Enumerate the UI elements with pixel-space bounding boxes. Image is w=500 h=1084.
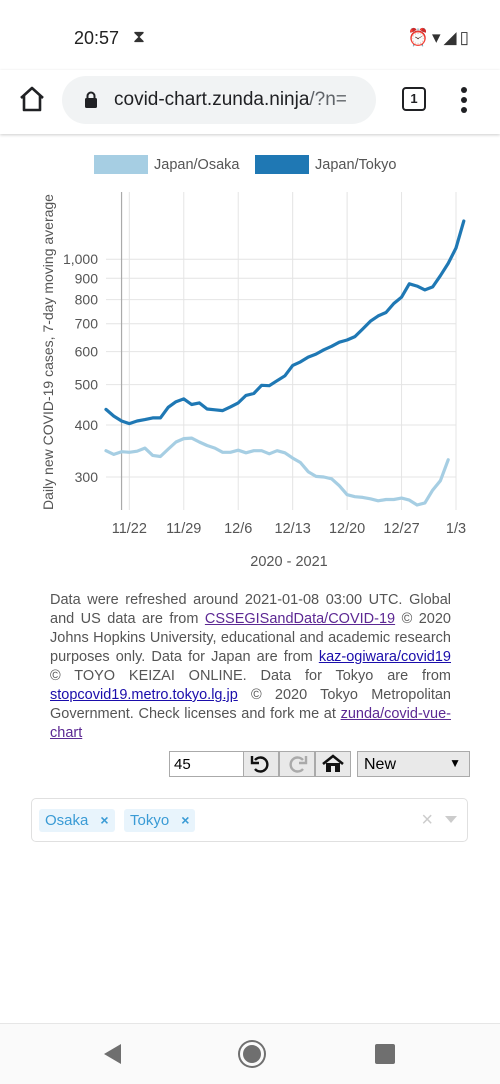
home-circle-icon[interactable] <box>240 1042 264 1066</box>
status-bar: 20:57 ⧗ ⏰▾◢▯ <box>0 0 500 70</box>
address-bar[interactable]: covid-chart.zunda.ninja/?n= <box>62 76 376 124</box>
y-tick-label: 900 <box>75 270 99 286</box>
x-tick-label: 1/3 <box>446 521 466 537</box>
y-axis-label: Daily new COVID-19 cases, 7-day moving a… <box>40 194 56 510</box>
y-tick-label: 300 <box>75 469 99 485</box>
y-tick-label: 600 <box>75 344 99 360</box>
clock: 20:57 <box>74 28 120 48</box>
series-line-japan-osaka <box>104 436 450 507</box>
chart-grid <box>106 192 457 510</box>
redo-button[interactable] <box>279 751 315 777</box>
y-tick-label: 500 <box>75 377 99 393</box>
series-line-japan-tokyo <box>104 219 466 426</box>
legend-swatch <box>94 155 148 174</box>
redo-icon <box>289 756 308 773</box>
repo-link[interactable]: zunda/covid-vue-chart <box>50 706 451 741</box>
mode-select[interactable]: New ▼ <box>357 751 470 777</box>
chart-series <box>104 219 466 507</box>
region-multiselect[interactable]: Osaka × Tokyo × × <box>31 798 468 842</box>
legend-label: Japan/Tokyo <box>315 157 396 173</box>
tokyo-data-link[interactable]: stopcovid19.metro.tokyo.lg.jp <box>50 687 238 703</box>
undo-icon <box>250 756 269 773</box>
japan-data-link[interactable]: kaz-ogiwara/covid19 <box>318 649 451 665</box>
days-input[interactable] <box>169 751 247 777</box>
overflow-menu-icon[interactable] <box>460 86 468 114</box>
chart-axes: 300 400 500 600 700 800 900 1,000 11/22 11/29 12/6… <box>40 194 466 570</box>
x-tick-label: 12/20 <box>329 521 365 537</box>
jhu-data-link[interactable]: CSSEGISandData/COVID-19 <box>204 611 396 627</box>
recents-icon[interactable] <box>375 1044 395 1064</box>
chart-legend: Japan/Osaka Japan/Tokyo <box>94 155 396 174</box>
x-tick-label: 12/6 <box>224 521 252 537</box>
remove-tag-icon[interactable]: × <box>100 812 109 828</box>
legend-label: Japan/Osaka <box>154 157 240 173</box>
region-tag-tokyo: Tokyo × <box>124 809 196 832</box>
x-tick-label: 12/13 <box>275 521 311 537</box>
x-tick-label: 11/29 <box>166 521 201 537</box>
chevron-down-icon[interactable] <box>445 816 457 823</box>
y-tick-label: 400 <box>75 417 99 433</box>
y-tick-label: 700 <box>75 316 99 332</box>
reset-home-button[interactable] <box>315 751 351 777</box>
lock-icon <box>85 91 97 108</box>
hourglass-icon: ⧗ <box>133 27 145 46</box>
url-text: covid-chart.zunda.ninja/?n= <box>114 89 347 110</box>
home-icon[interactable] <box>18 85 46 113</box>
system-status-icons: ⏰▾◢▯ <box>407 28 472 47</box>
back-icon[interactable] <box>104 1044 121 1064</box>
x-tick-label: 11/22 <box>112 521 147 537</box>
y-tick-label: 1,000 <box>63 251 98 267</box>
region-tag-osaka: Osaka × <box>39 809 115 832</box>
cases-chart: Japan/Osaka Japan/Tokyo 300 400 500 600 700 80… <box>40 155 466 570</box>
x-axis-label: 2020 - 2021 <box>250 554 327 570</box>
legend-swatch <box>255 155 309 174</box>
undo-button[interactable] <box>243 751 279 777</box>
tab-switcher-button[interactable]: 1 <box>402 87 426 111</box>
browser-toolbar: covid-chart.zunda.ninja/?n= 1 <box>0 70 500 134</box>
home-icon <box>322 754 344 772</box>
chevron-down-icon: ▼ <box>449 756 461 770</box>
clear-all-icon[interactable]: × <box>421 809 433 831</box>
y-tick-label: 800 <box>75 292 99 308</box>
remove-tag-icon[interactable]: × <box>181 812 190 828</box>
x-tick-label: 12/27 <box>383 521 419 537</box>
data-attribution: Data were refreshed around 2021-01-08 03… <box>50 592 451 741</box>
system-nav-bar <box>0 1023 500 1084</box>
